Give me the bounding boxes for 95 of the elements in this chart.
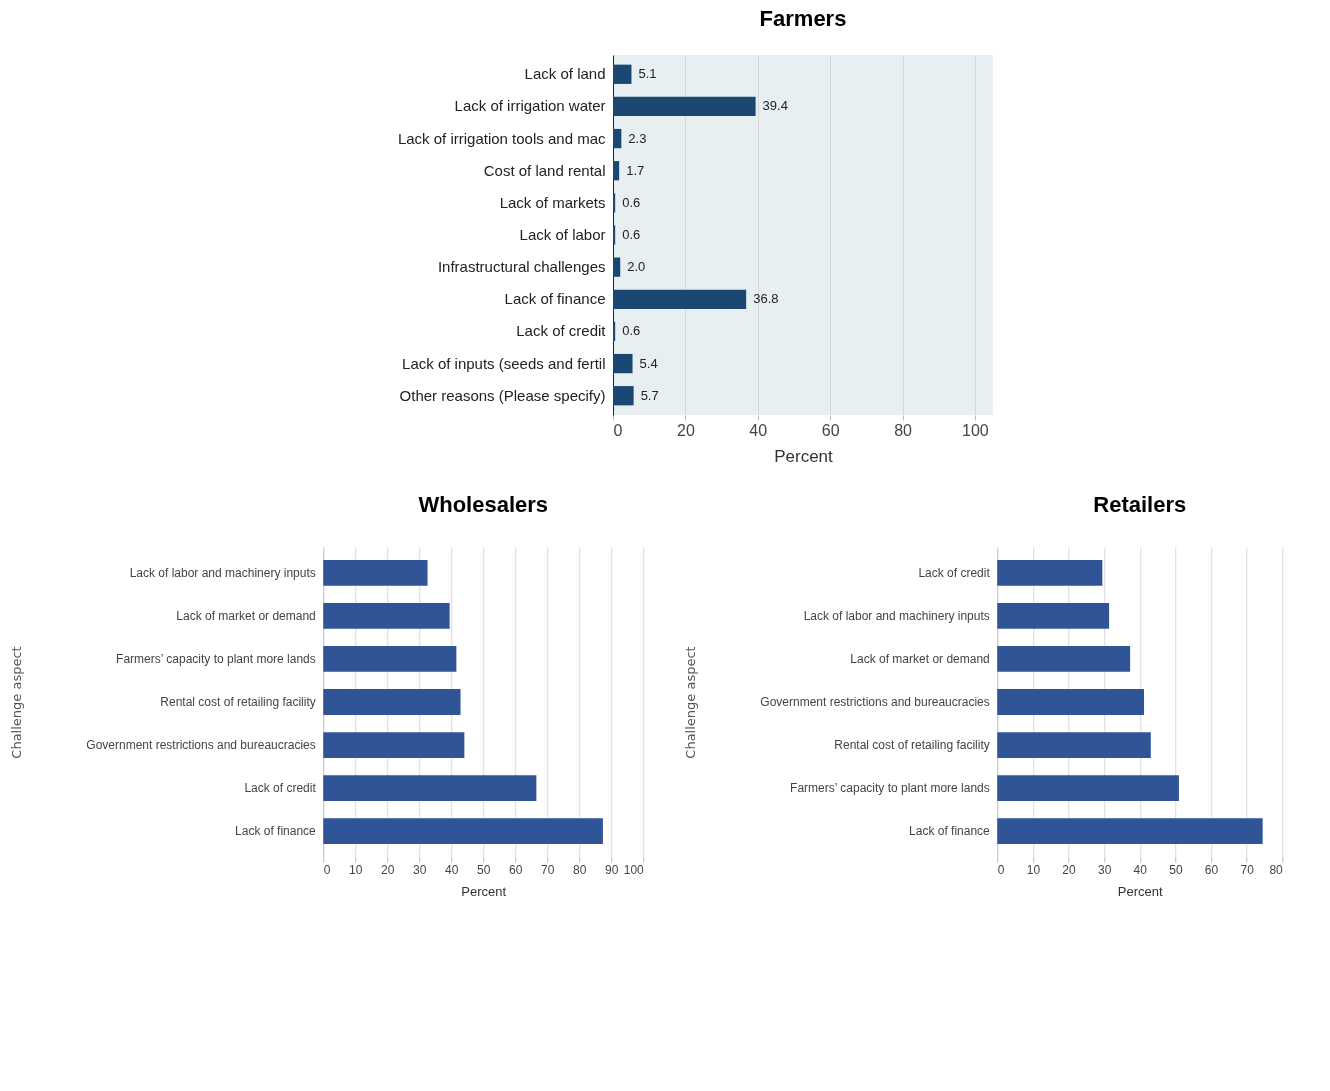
bar [323,646,457,672]
x-tick-label: 20 [676,421,695,439]
x-tick-label: 40 [1133,862,1148,877]
x-tick-label: 60 [821,421,840,439]
chart-title: Farmers [759,6,847,31]
bar [613,193,616,213]
bar [613,161,620,181]
data-label: 36.8 [753,291,779,307]
y-tick-label: Farmers’ capacity to plant more lands [790,781,990,796]
y-tick-label: Lack of finance [504,290,606,308]
data-label: 5.4 [639,355,658,371]
x-tick-label: 50 [477,862,491,877]
bar [323,818,603,845]
bar [613,353,633,374]
bar [323,732,465,758]
y-tick-label: Lack of labor and machinery inputs [803,608,990,623]
y-axis-title: Challenge aspect [9,646,25,759]
bar [323,775,537,802]
x-tick-label: 80 [894,421,913,439]
y-tick-label: Lack of credit [244,781,317,796]
data-label: 0.6 [622,227,641,242]
y-tick-label: Lack of irrigation tools and mac [397,129,606,147]
data-label: 39.4 [762,98,788,114]
data-label: 5.1 [638,66,657,82]
x-tick-label: 40 [749,421,768,439]
bar [997,559,1103,586]
y-tick-label: Government restrictions and bureaucracies [760,695,990,709]
x-tick-label: 70 [541,862,555,877]
x-tick-label: 30 [1097,862,1112,877]
data-label: 0.6 [622,323,641,339]
y-tick-label: Lack of market or demand [850,651,990,666]
bar [997,732,1151,758]
bar [323,602,450,629]
bar [997,602,1110,629]
x-axis-title: Percent [461,883,507,899]
x-axis-title: Percent [774,446,834,466]
y-axis-title: Challenge aspect [683,646,699,759]
bar [613,96,756,117]
bar [613,128,622,149]
data-label: 5.7 [640,387,659,403]
data-label: 2.3 [628,130,647,146]
y-tick-label: Lack of markets [499,193,606,211]
x-tick-label: 60 [509,862,523,877]
y-tick-label: Infrastructural challenges [437,258,606,276]
x-tick-label: 80 [573,862,587,877]
x-axis-title: Percent [1117,883,1164,899]
x-tick-label: 90 [605,862,619,877]
y-tick-label: Farmers’ capacity to plant more lands [116,651,316,666]
x-tick-label: 30 [413,862,427,877]
y-tick-label: Lack of finance [909,824,991,839]
data-label: 2.0 [627,259,646,275]
bar [323,559,428,586]
x-tick-label: 20 [1062,862,1076,877]
y-tick-label: Government restrictions and bureaucracies [86,738,316,753]
x-tick-label: 0 [323,862,331,877]
y-tick-label: Cost of land rental [483,161,606,179]
y-tick-label: Lack of credit [918,565,991,580]
x-tick-label: 20 [381,862,395,877]
x-tick-label: 60 [1204,862,1219,877]
y-tick-label: Lack of land [524,65,606,83]
x-tick-label: 10 [1026,862,1041,877]
chart-title: Wholesalers [418,492,549,517]
y-tick-label: Lack of credit [516,322,607,340]
bar [613,257,621,277]
y-tick-label: Rental cost of retailing facility [834,738,990,753]
bar [613,225,616,245]
bar [997,689,1145,715]
x-tick-label: 70 [1240,862,1255,877]
data-label: 0.6 [622,194,641,210]
bar [613,321,616,342]
y-tick-label: Lack of irrigation water [454,97,606,115]
x-tick-label: 100 [962,421,989,439]
y-tick-label: Other reasons (Please specify) [399,386,606,404]
x-tick-label: 0 [997,862,1005,877]
x-tick-label: 80 [1269,862,1284,877]
bar [613,289,747,309]
y-tick-label: Lack of finance [235,824,317,839]
x-tick-label: 40 [445,862,459,877]
bar [613,386,634,406]
y-tick-label: Lack of inputs (seeds and fertil [402,354,606,372]
y-tick-label: Lack of market or demand [176,608,316,623]
bar [323,689,461,715]
x-tick-label: 50 [1169,862,1183,877]
chart-title: Retailers [1093,492,1187,517]
x-tick-label: 0 [613,421,623,439]
x-tick-label: 100 [623,862,645,877]
data-label: 1.7 [626,162,645,178]
x-tick-label: 10 [349,862,363,877]
bar [613,64,632,84]
bar [997,775,1179,802]
y-tick-label: Lack of labor and machinery inputs [129,565,316,580]
bar [997,646,1131,672]
y-tick-label: Lack of labor [519,226,606,243]
y-tick-label: Rental cost of retailing facility [160,695,316,709]
bar [997,818,1263,845]
